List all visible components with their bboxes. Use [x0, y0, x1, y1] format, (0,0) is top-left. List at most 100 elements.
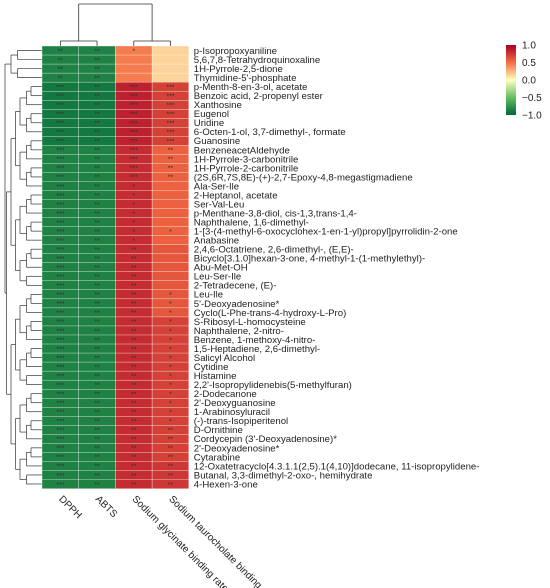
- row-label: 1H-Pyrrole-2-carbonitrile: [194, 163, 298, 174]
- significance-mark: **: [94, 102, 100, 109]
- significance-mark: **: [168, 175, 174, 182]
- row-label: 1-Arabinosyluracil: [194, 407, 270, 418]
- significance-mark: **: [94, 419, 100, 426]
- colorbar-tick-label: 1.0: [522, 41, 536, 52]
- significance-mark: ***: [56, 265, 64, 272]
- row-label: Butanal, 3,3-dimethyl-2-oxo-, hemihydrat…: [194, 470, 373, 481]
- significance-mark: *: [132, 211, 135, 218]
- significance-mark: ***: [56, 202, 64, 209]
- significance-mark: **: [94, 373, 100, 380]
- row-label: 2-Heptanol, acetate: [194, 190, 278, 201]
- significance-marks: ** ** *** **** **** ***** ** *** ****** ** *** ****…: [56, 48, 175, 488]
- row-label: Cyclo(L-Phe-trans-4-hydroxy-L-Pro): [194, 308, 346, 319]
- significance-mark: ***: [130, 130, 138, 137]
- significance-mark: **: [94, 157, 100, 164]
- heatmap-cell: [151, 244, 189, 255]
- significance-mark: ***: [56, 220, 64, 227]
- row-label: Uridine: [194, 118, 224, 129]
- column-label: ABTS: [93, 494, 119, 520]
- significance-mark: *: [132, 220, 135, 227]
- significance-mark: **: [94, 391, 100, 398]
- significance-mark: **: [94, 301, 100, 308]
- heatmap-cell: [151, 280, 189, 291]
- heatmap-cell: [151, 253, 189, 264]
- significance-mark: **: [131, 464, 137, 471]
- significance-mark: **: [168, 428, 174, 435]
- significance-mark: ***: [56, 382, 64, 389]
- row-label: Leu-Ile: [194, 290, 223, 301]
- significance-mark: ***: [56, 247, 64, 254]
- significance-mark: ***: [166, 93, 174, 100]
- heatmap-cell: [151, 217, 189, 227]
- significance-mark: ***: [130, 93, 138, 100]
- row-label: Leu-Ser-Ile: [194, 272, 241, 283]
- significance-mark: ***: [56, 437, 64, 444]
- significance-mark: **: [94, 310, 100, 317]
- row-label: 2,2'-Isopropylidenebis(5-methylfuran): [194, 380, 352, 391]
- significance-mark: ***: [56, 184, 64, 191]
- significance-mark: *: [169, 337, 172, 344]
- row-label: 4-Hexen-3-one: [194, 479, 258, 490]
- significance-mark: ***: [56, 355, 64, 362]
- row-label: Eugenol: [194, 109, 229, 120]
- significance-mark: **: [94, 283, 100, 290]
- significance-mark: ***: [56, 211, 64, 218]
- row-label: Anabasine: [194, 236, 239, 247]
- significance-mark: ***: [130, 112, 138, 119]
- significance-mark: **: [94, 238, 100, 245]
- significance-mark: **: [131, 473, 137, 480]
- significance-mark: ***: [56, 166, 64, 173]
- column-label: DPPH: [56, 494, 83, 521]
- significance-mark: **: [131, 301, 137, 308]
- row-label: 5,6,7,8-Tetrahydroquinoxaline: [194, 55, 320, 66]
- significance-mark: **: [94, 455, 100, 462]
- significance-mark: **: [131, 455, 137, 462]
- row-label: D-Ornithine: [194, 425, 243, 436]
- significance-mark: **: [94, 256, 100, 263]
- significance-mark: *: [169, 401, 172, 408]
- significance-mark: *: [132, 184, 135, 191]
- row-label: Naphthalene, 2-nitro-: [194, 326, 284, 337]
- significance-mark: **: [94, 48, 100, 55]
- heatmap-cell: [115, 54, 153, 65]
- significance-mark: ***: [130, 102, 138, 109]
- significance-mark: ***: [130, 121, 138, 128]
- significance-mark: **: [94, 220, 100, 227]
- heatmap-cell: [151, 479, 189, 489]
- significance-mark: ***: [166, 121, 174, 128]
- row-label: 1H-Pyrrole-2,5-dione: [194, 64, 283, 75]
- significance-mark: **: [58, 75, 64, 82]
- significance-mark: **: [94, 446, 100, 453]
- significance-mark: ***: [56, 157, 64, 164]
- significance-mark: **: [168, 148, 174, 155]
- significance-mark: *: [169, 328, 172, 335]
- significance-mark: *: [169, 364, 172, 371]
- significance-mark: ***: [130, 84, 138, 91]
- heatmap-cell: [151, 181, 189, 191]
- significance-mark: **: [131, 283, 137, 290]
- significance-mark: **: [131, 274, 137, 281]
- row-label: Ala-Ser-Ile: [194, 181, 239, 192]
- significance-mark: **: [131, 355, 137, 362]
- significance-mark: **: [94, 202, 100, 209]
- heatmap-cell: [151, 54, 189, 65]
- significance-mark: **: [131, 364, 137, 371]
- significance-mark: ***: [130, 139, 138, 146]
- significance-mark: **: [131, 446, 137, 453]
- row-label: Guanosine: [194, 136, 240, 147]
- significance-mark: **: [131, 247, 137, 254]
- significance-mark: **: [131, 346, 137, 353]
- significance-mark: ***: [56, 464, 64, 471]
- significance-mark: *: [132, 238, 135, 245]
- significance-mark: **: [94, 75, 100, 82]
- significance-mark: ***: [56, 121, 64, 128]
- significance-mark: **: [94, 482, 100, 489]
- significance-mark: *: [169, 310, 172, 317]
- significance-mark: **: [94, 337, 100, 344]
- colorbar-tick-label: 0.5: [522, 58, 536, 69]
- row-label: 6-Octen-1-ol, 3,7-dimethyl-, formate: [194, 127, 346, 138]
- row-label: BenzeneacetAldehyde: [194, 145, 290, 156]
- significance-mark: ***: [56, 292, 64, 299]
- significance-mark: ***: [56, 446, 64, 453]
